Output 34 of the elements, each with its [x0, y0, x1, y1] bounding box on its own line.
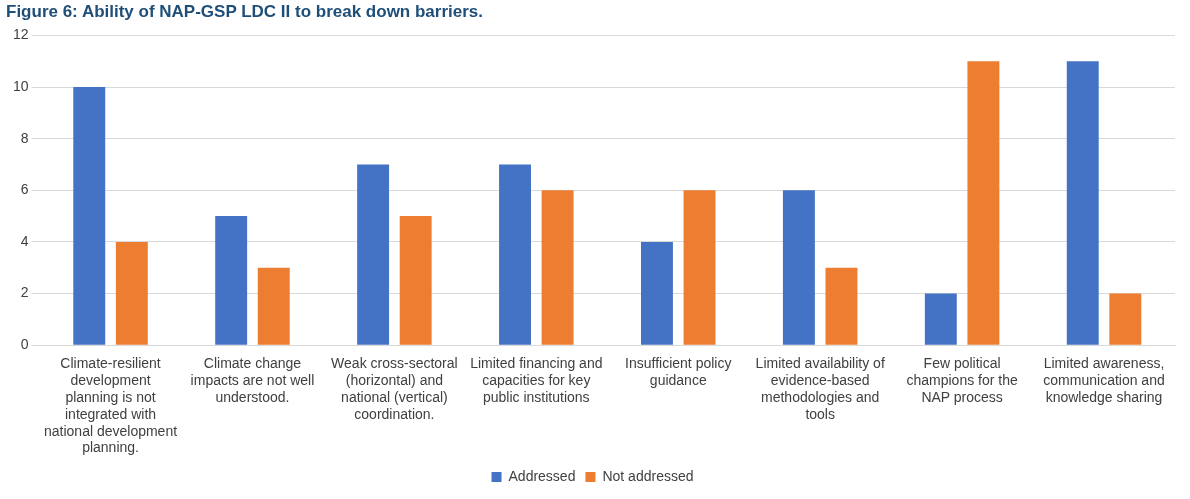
y-tick-label: 12 — [12, 26, 29, 43]
bar — [1109, 293, 1142, 345]
bar — [640, 241, 673, 345]
legend-label: Addressed — [508, 467, 576, 484]
x-tick-label: Climate-resilient development planning is not integrated with national development planning. — [43, 355, 178, 456]
y-tick-label: 8 — [20, 129, 29, 146]
x-tick-label: Limited availability of evidence-based methodologies and tools — [755, 355, 885, 422]
x-tick-label: Climate change impacts are not well understood. — [190, 355, 315, 406]
x-tick-label: Limited awareness, communication and knowledge sharing — [1043, 355, 1165, 406]
bar — [215, 216, 248, 345]
bar — [399, 216, 432, 345]
chart-title: Figure 6: Ability of NAP-GSP LDC II to break down barriers. — [6, 2, 484, 23]
bar — [541, 190, 574, 345]
y-tick-label: 2 — [20, 284, 29, 301]
x-tick-label: Limited financing and capacities for key public institutions — [470, 355, 603, 406]
bar — [499, 164, 531, 345]
x-tick-label: Insufficient policy guidance — [625, 355, 732, 389]
bar — [115, 241, 148, 345]
bar — [1066, 61, 1099, 345]
y-tick-label: 6 — [20, 181, 29, 198]
y-tick-label: 4 — [20, 232, 29, 249]
bar — [825, 267, 858, 345]
x-tick-label: Weak cross-sectoral (horizontal) and national (vertical) coordination. — [331, 355, 458, 422]
bar — [73, 87, 106, 345]
bar — [257, 267, 290, 345]
bar — [967, 61, 1000, 345]
bar — [924, 293, 957, 345]
y-tick-label: 10 — [12, 77, 29, 94]
y-tick-label: 0 — [20, 336, 29, 353]
legend-label: Not addressed — [602, 467, 694, 484]
bar — [357, 164, 390, 345]
x-tick-label: Few political champions for the NAP process — [906, 355, 1018, 406]
bar — [782, 190, 815, 345]
bar — [683, 190, 716, 345]
